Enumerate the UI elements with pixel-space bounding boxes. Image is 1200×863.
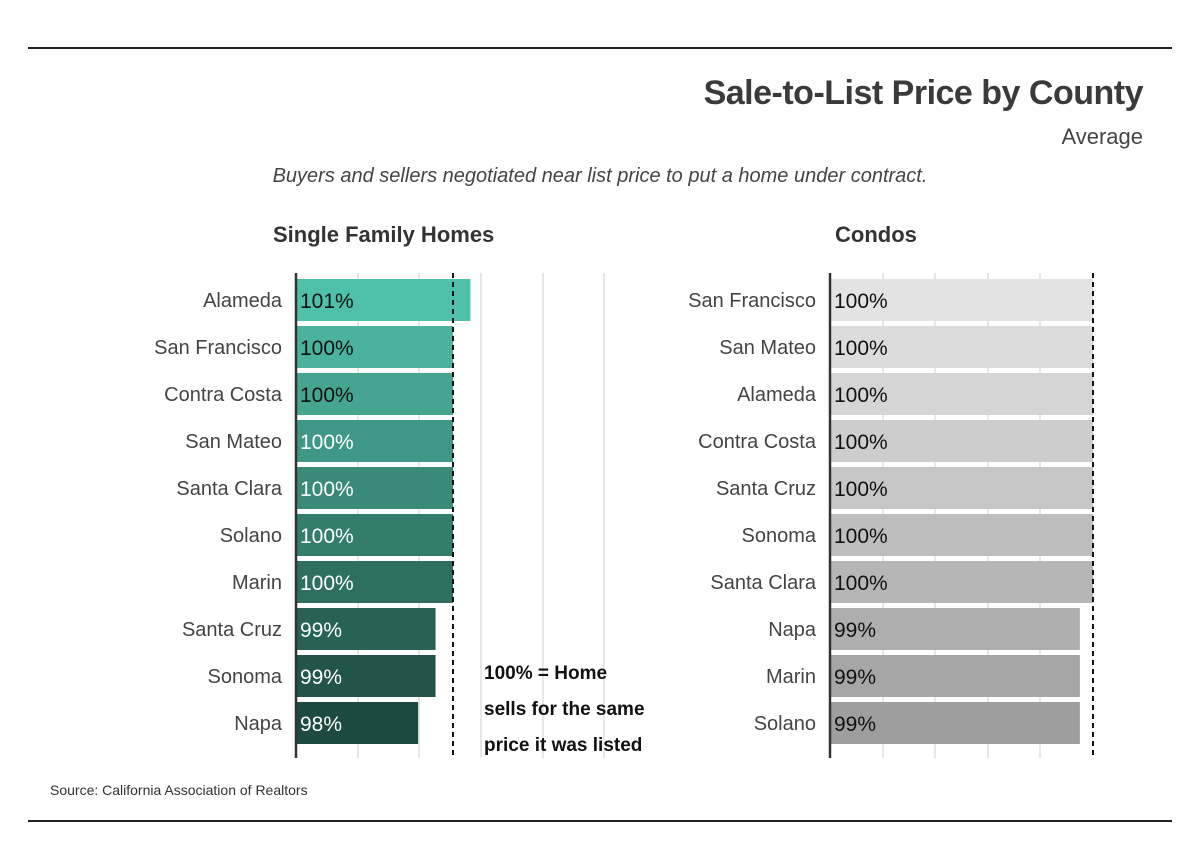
sfh-bar — [296, 279, 471, 321]
condo-bar — [830, 279, 1093, 321]
chart-description: Buyers and sellers negotiated near list … — [272, 165, 928, 187]
sfh-bar — [296, 655, 436, 697]
condo-category-label: Santa Clara — [710, 572, 816, 594]
sfh-category-label: Alameda — [203, 290, 283, 312]
source-note: Source: California Association of Realto… — [50, 782, 308, 798]
condo-bar — [830, 561, 1093, 603]
condo-bar — [830, 326, 1093, 368]
sfh-category-label: San Mateo — [185, 431, 282, 453]
sfh-bar — [296, 608, 436, 650]
sfh-category-label: San Francisco — [154, 337, 282, 359]
top-rule — [28, 47, 1172, 49]
sfh-category-label: Solano — [220, 525, 282, 547]
sfh-value-label: 98% — [300, 713, 342, 736]
condo-category-label: San Francisco — [688, 290, 816, 312]
sfh-bar — [296, 514, 453, 556]
sfh-value-label: 99% — [300, 619, 342, 642]
condo-value-label: 100% — [834, 525, 888, 548]
condo-bar — [830, 373, 1093, 415]
condo-value-label: 100% — [834, 384, 888, 407]
sfh-category-label: Santa Cruz — [182, 619, 282, 641]
condo-value-label: 100% — [834, 572, 888, 595]
condo-category-label: Contra Costa — [698, 431, 817, 453]
sfh-value-label: 99% — [300, 666, 342, 689]
sfh-bar — [296, 467, 453, 509]
reference-note-line-2: sells for the same — [484, 699, 645, 720]
sfh-bar — [296, 326, 453, 368]
reference-note-line-1: 100% = Home — [484, 663, 608, 684]
condo-category-label: Alameda — [737, 384, 817, 406]
condo-bar — [830, 467, 1093, 509]
condo-value-label: 99% — [834, 619, 876, 642]
sfh-category-label: Marin — [232, 572, 282, 594]
condo-bar — [830, 420, 1093, 462]
condo-category-label: Marin — [766, 666, 816, 688]
condo-category-label: Napa — [768, 619, 817, 641]
condo-value-label: 99% — [834, 713, 876, 736]
sfh-category-label: Napa — [234, 713, 283, 735]
sfh-value-label: 100% — [300, 431, 354, 454]
chart-title: Sale-to-List Price by County — [703, 74, 1144, 112]
sfh-panel-title: Single Family Homes — [273, 222, 495, 247]
condo-value-label: 100% — [834, 431, 888, 454]
sfh-value-label: 101% — [300, 290, 354, 313]
sfh-bar — [296, 702, 419, 744]
sfh-category-label: Santa Clara — [176, 478, 282, 500]
condo-category-label: Santa Cruz — [716, 478, 816, 500]
sfh-bar — [296, 420, 453, 462]
sfh-value-label: 100% — [300, 525, 354, 548]
condos-panel-title: Condos — [835, 222, 917, 247]
reference-note: 100% = Home sells for the same price it … — [484, 656, 664, 764]
sfh-value-label: 100% — [300, 572, 354, 595]
condo-bar — [830, 514, 1093, 556]
condo-bar — [830, 655, 1080, 697]
sfh-category-label: Contra Costa — [164, 384, 283, 406]
condo-category-label: San Mateo — [719, 337, 816, 359]
sfh-value-label: 100% — [300, 337, 354, 360]
sfh-bar — [296, 373, 453, 415]
sfh-value-label: 100% — [300, 478, 354, 501]
condo-value-label: 100% — [834, 478, 888, 501]
sfh-value-label: 100% — [300, 384, 354, 407]
condo-category-label: Sonoma — [742, 525, 817, 547]
condo-bar — [830, 608, 1080, 650]
condo-category-label: Solano — [754, 713, 816, 735]
bottom-rule — [28, 820, 1172, 822]
condo-value-label: 99% — [834, 666, 876, 689]
condo-bar — [830, 702, 1080, 744]
sfh-category-label: Sonoma — [208, 666, 283, 688]
sfh-bar — [296, 561, 453, 603]
condo-value-label: 100% — [834, 337, 888, 360]
chart-subtitle: Average — [1061, 124, 1143, 149]
condo-value-label: 100% — [834, 290, 888, 313]
reference-note-line-3: price it was listed — [484, 735, 643, 756]
